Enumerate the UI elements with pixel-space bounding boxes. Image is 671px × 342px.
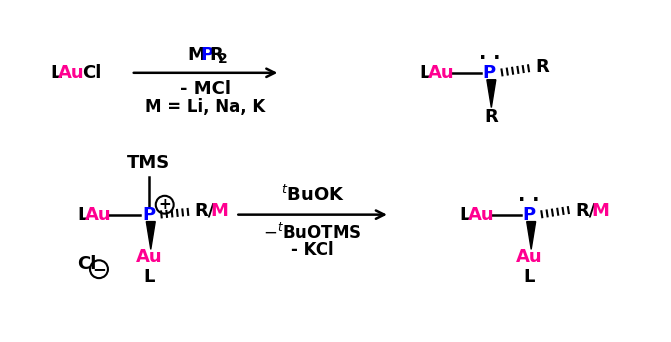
Text: Cl: Cl: [77, 255, 97, 273]
Polygon shape: [146, 222, 155, 249]
Text: Au: Au: [516, 248, 543, 266]
Text: +: +: [158, 197, 171, 212]
Text: L: L: [143, 268, 154, 286]
Text: R: R: [209, 46, 223, 64]
Text: L: L: [460, 206, 471, 224]
Text: R: R: [535, 58, 549, 76]
Text: · ·: · ·: [519, 191, 540, 210]
Text: P: P: [523, 206, 535, 224]
Text: Au: Au: [85, 206, 111, 224]
Text: TMS: TMS: [127, 154, 170, 172]
Text: R: R: [484, 108, 499, 127]
Text: M = Li, Na, K: M = Li, Na, K: [146, 97, 266, 116]
Polygon shape: [487, 80, 496, 107]
Text: R/: R/: [195, 202, 215, 220]
Text: P: P: [142, 206, 156, 224]
Text: Au: Au: [427, 64, 454, 82]
Text: L: L: [50, 64, 62, 82]
Text: M: M: [188, 46, 205, 64]
Text: · ·: · ·: [478, 49, 500, 68]
Text: $- ^{t}$BuOTMS: $- ^{t}$BuOTMS: [263, 222, 362, 242]
Text: L: L: [523, 268, 535, 286]
Text: −: −: [92, 260, 106, 278]
Text: L: L: [419, 64, 431, 82]
Text: P: P: [483, 64, 496, 82]
Text: $^{t}$BuOK: $^{t}$BuOK: [280, 185, 344, 205]
Text: M: M: [211, 202, 228, 220]
Text: P: P: [201, 46, 213, 64]
Text: - MCl: - MCl: [180, 80, 231, 98]
Text: R/: R/: [575, 202, 595, 220]
Text: 2: 2: [217, 52, 227, 66]
Text: M: M: [591, 202, 609, 220]
Text: Au: Au: [58, 64, 85, 82]
Text: - KCl: - KCl: [291, 241, 334, 259]
Polygon shape: [527, 222, 535, 249]
Text: Au: Au: [136, 248, 162, 266]
Text: L: L: [77, 206, 89, 224]
Text: Cl: Cl: [82, 64, 101, 82]
Text: Au: Au: [468, 206, 494, 224]
